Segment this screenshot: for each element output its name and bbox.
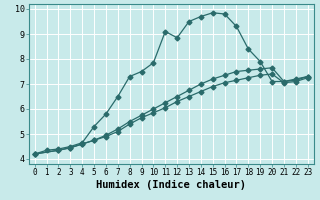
- X-axis label: Humidex (Indice chaleur): Humidex (Indice chaleur): [96, 180, 246, 190]
